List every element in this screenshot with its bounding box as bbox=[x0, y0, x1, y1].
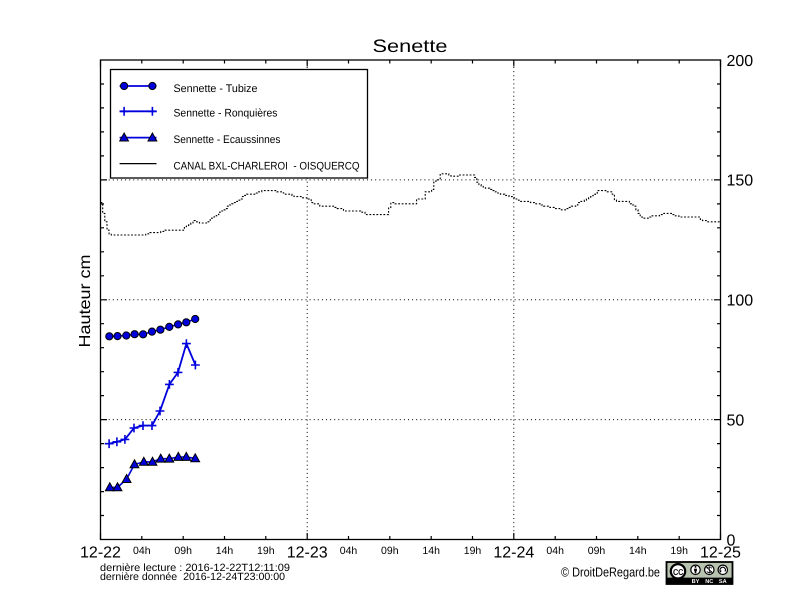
svg-text:BY: BY bbox=[692, 579, 700, 585]
svg-text:19h: 19h bbox=[464, 545, 482, 557]
svg-text:dernière lecture : 2016-12-22T: dernière lecture : 2016-12-22T12:11:09 bbox=[100, 562, 290, 574]
svg-text:Sennette - Ronquières: Sennette - Ronquières bbox=[174, 108, 278, 120]
svg-text:12-25: 12-25 bbox=[700, 545, 741, 562]
svg-text:Sennette - Tubize: Sennette - Tubize bbox=[174, 83, 258, 95]
svg-text:100: 100 bbox=[727, 293, 754, 310]
svg-text:12-24: 12-24 bbox=[493, 545, 534, 562]
svg-text:Hauteur cm: Hauteur cm bbox=[77, 255, 94, 348]
svg-text:09h: 09h bbox=[381, 545, 399, 557]
svg-text:09h: 09h bbox=[174, 545, 192, 557]
svg-text:NC: NC bbox=[705, 579, 713, 585]
svg-text:14h: 14h bbox=[629, 545, 647, 557]
svg-text:Sennette - Ecaussinnes: Sennette - Ecaussinnes bbox=[174, 134, 281, 146]
svg-text:19h: 19h bbox=[670, 545, 688, 557]
svg-text:SA: SA bbox=[719, 579, 727, 585]
svg-text:09h: 09h bbox=[588, 545, 606, 557]
svg-text:19h: 19h bbox=[257, 545, 275, 557]
svg-text:50: 50 bbox=[727, 412, 745, 429]
svg-text:04h: 04h bbox=[546, 545, 564, 557]
svg-text:200: 200 bbox=[727, 53, 754, 70]
svg-text:12-23: 12-23 bbox=[287, 545, 328, 562]
svg-text:dernière donnée 2016-12-24T23: dernière donnée 2016-12-24T23:00:00 bbox=[100, 571, 285, 583]
svg-text:CANAL BXL-CHARLEROI - OISQUER: CANAL BXL-CHARLEROI - OISQUERCQ bbox=[174, 161, 360, 173]
svg-text:© DroitDeRegard.be: © DroitDeRegard.be bbox=[561, 564, 660, 579]
svg-text:04h: 04h bbox=[340, 545, 358, 557]
svg-text:14h: 14h bbox=[422, 545, 440, 557]
svg-text:14h: 14h bbox=[216, 545, 234, 557]
svg-text:Senette: Senette bbox=[373, 36, 448, 56]
svg-text:0: 0 bbox=[727, 532, 736, 549]
svg-text:04h: 04h bbox=[133, 545, 151, 557]
svg-text:150: 150 bbox=[727, 173, 754, 190]
svg-text:CC: CC bbox=[673, 567, 684, 577]
svg-text:12-22: 12-22 bbox=[80, 545, 121, 562]
